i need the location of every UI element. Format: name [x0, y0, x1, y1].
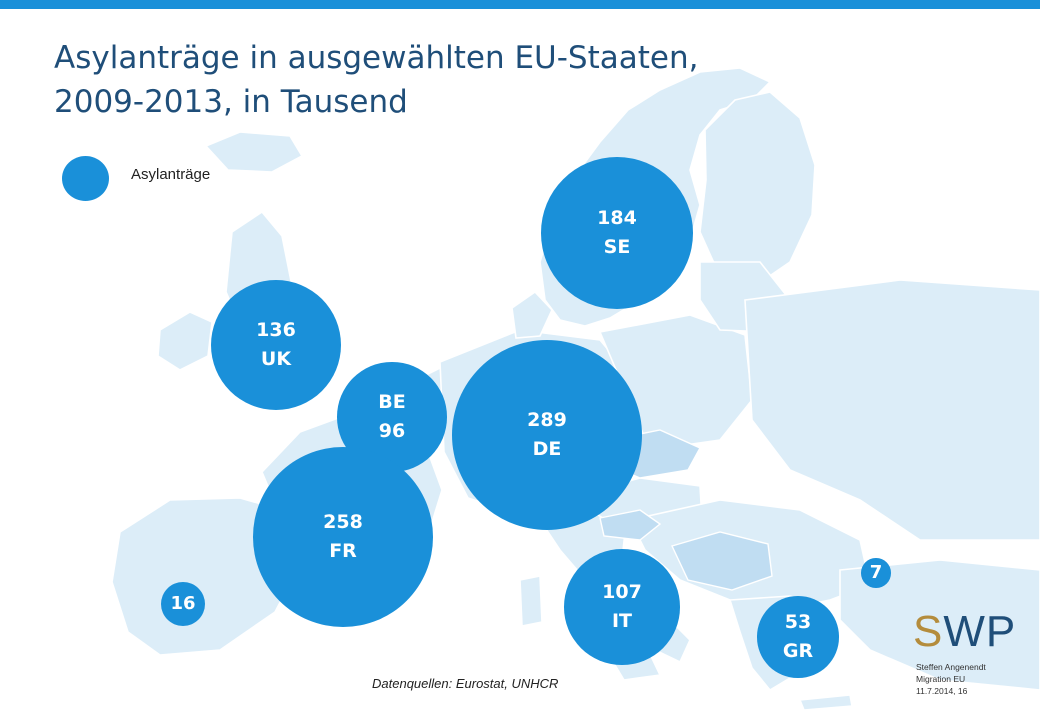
- legend-swatch: [62, 156, 109, 201]
- bubble-value-label: 16: [170, 593, 196, 615]
- page-title: Asylanträge in ausgewählten EU-Staaten, …: [54, 36, 814, 124]
- map-crete: [798, 694, 853, 711]
- bubble-country-label: SE: [603, 235, 631, 258]
- bubble-country-label: UK: [260, 347, 292, 370]
- bubble-value-7: 7: [861, 558, 891, 588]
- map-sardinia: [519, 575, 543, 627]
- bubble-it: 107 IT: [564, 549, 680, 665]
- bubble-value-label: 289: [527, 408, 567, 431]
- bubble-country-label: FR: [329, 539, 357, 562]
- bubble-fr: 258 FR: [253, 447, 433, 627]
- bubble-uk: 136 UK: [210, 279, 342, 411]
- map-denmark: [511, 290, 553, 339]
- credit-author: Steffen Angenendt: [916, 662, 986, 672]
- bubble-value-label: 136: [256, 318, 296, 341]
- credit-date: 11.7.2014, 16: [916, 686, 968, 696]
- legend-label: Asylanträge: [131, 166, 211, 183]
- bubble-country-label: BE: [378, 390, 406, 413]
- bubble-value-label: 96: [378, 419, 406, 442]
- credit-topic: Migration EU: [916, 674, 966, 684]
- bubble-value-label: 258: [323, 510, 363, 533]
- bubble-value-label: 107: [602, 580, 642, 603]
- bubble-gr: 53 GR: [757, 596, 839, 678]
- bubble-country-label: GR: [782, 639, 814, 662]
- map-highlight-slovenia: [599, 509, 662, 541]
- map-iceland: [204, 131, 304, 173]
- data-source: Datenquellen: Eurostat, UNHCR: [372, 676, 559, 691]
- bubble-value-label: 184: [597, 206, 637, 229]
- map-east: [744, 279, 1040, 541]
- bubble-country-label: IT: [611, 609, 632, 632]
- credit-block: Steffen Angenendt Migration EU 11.7.2014…: [916, 661, 986, 697]
- top-accent-bar: [0, 0, 1040, 9]
- title-line-1: Asylanträge in ausgewählten EU-Staaten,: [54, 40, 699, 76]
- title-line-2: 2009-2013, in Tausend: [54, 84, 408, 120]
- map-highlight-hungary: [671, 531, 773, 591]
- map-turkey: [839, 559, 1040, 691]
- map-ireland: [157, 311, 213, 371]
- swp-logo: SWP: [913, 607, 1017, 656]
- bubble-value-label: 7: [869, 562, 883, 584]
- bubble-se: 184 SE: [541, 157, 693, 309]
- bubble-value-label: 53: [784, 610, 812, 633]
- bubble-country-label: DE: [532, 438, 562, 460]
- map-finland: [699, 91, 816, 289]
- bubble-de: 289 DE: [452, 340, 642, 530]
- bubble-value-16: 16: [160, 581, 206, 627]
